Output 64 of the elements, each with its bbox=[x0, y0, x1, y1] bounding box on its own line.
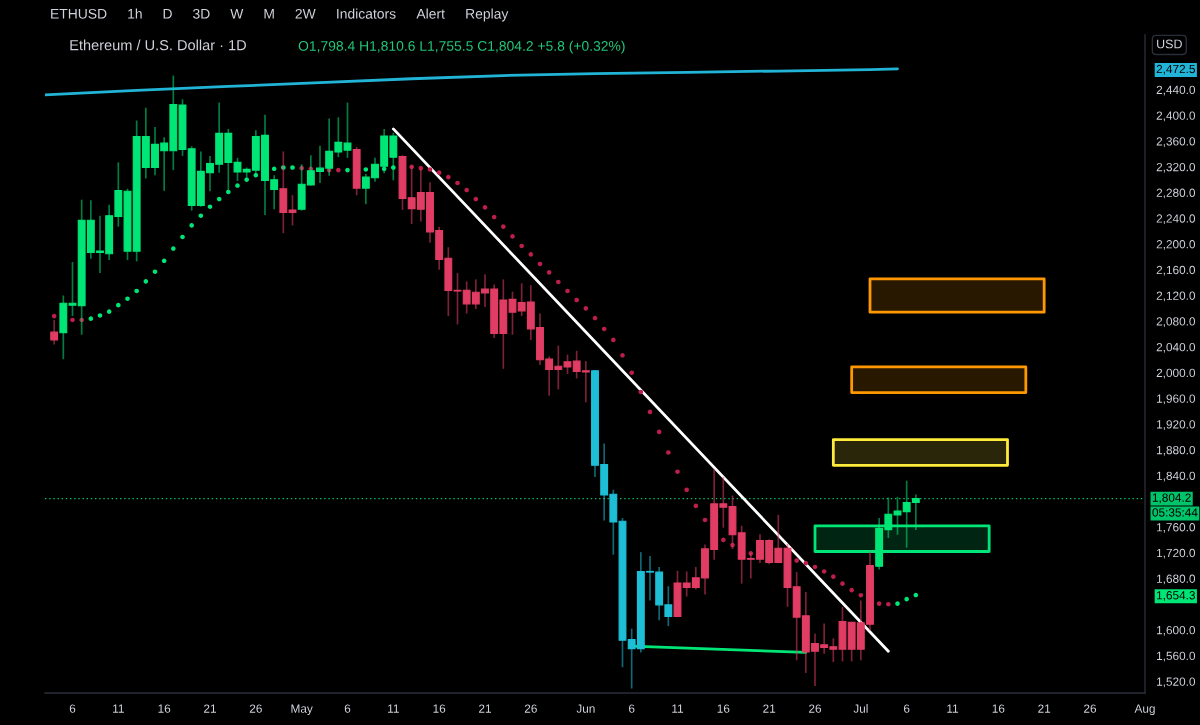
y-tick-label: 1,654.3 bbox=[1157, 591, 1195, 601]
y-tick-label: 2,440.0 bbox=[1156, 85, 1196, 96]
x-tick-label: 26 bbox=[249, 704, 262, 713]
x-tick-label: 11 bbox=[113, 704, 124, 713]
text: W bbox=[230, 9, 244, 19]
x-tick-label: 16 bbox=[433, 704, 446, 713]
text: Replay bbox=[466, 8, 509, 22]
x-tick-label: 26 bbox=[524, 704, 537, 713]
y-tick-label: 1,840.0 bbox=[1157, 471, 1196, 482]
y-tick-label: 1,680.0 bbox=[1157, 574, 1196, 585]
x-tick-label: 16 bbox=[158, 704, 171, 713]
x-tick-label: 6 bbox=[628, 704, 635, 713]
x-tick-label: 6 bbox=[69, 704, 76, 713]
text: 05:35:44 bbox=[1152, 508, 1198, 517]
y-tick-label: 2,160.0 bbox=[1156, 265, 1196, 276]
x-tick-label: 21 bbox=[1038, 704, 1051, 713]
text: ETHUSD bbox=[51, 8, 107, 19]
y-tick-label: 2,200.0 bbox=[1156, 240, 1196, 250]
text: USD bbox=[1157, 39, 1182, 49]
y-tick-label: 1,600.0 bbox=[1157, 626, 1196, 636]
y-tick-label: 2,360.0 bbox=[1156, 137, 1196, 147]
x-tick-label: 26 bbox=[809, 704, 822, 713]
x-tick-label: Jun bbox=[576, 704, 595, 713]
x-tick-label: 26 bbox=[1084, 704, 1097, 713]
x-tick-label: 21 bbox=[204, 704, 216, 713]
y-tick-label: 2,240.0 bbox=[1156, 214, 1196, 225]
y-tick-label: 2,472.5 bbox=[1156, 64, 1195, 75]
x-tick-label: Aug bbox=[1134, 704, 1155, 716]
x-tick-label: 21 bbox=[763, 704, 776, 713]
x-tick-label: 16 bbox=[717, 704, 730, 713]
text: 2W bbox=[295, 8, 316, 19]
x-tick-label: 16 bbox=[992, 704, 1005, 713]
text: Alert bbox=[416, 8, 445, 19]
x-tick-label: 6 bbox=[903, 704, 910, 713]
x-tick-label: 21 bbox=[479, 704, 491, 713]
ref-line-label: 1,804.2 bbox=[1152, 493, 1191, 504]
y-tick-label: 1,520.0 bbox=[1157, 677, 1196, 688]
text: D bbox=[163, 9, 172, 19]
y-tick-label: 2,320.0 bbox=[1156, 162, 1196, 173]
y-tick-label: 2,080.0 bbox=[1156, 317, 1196, 328]
y-tick-label: 1,720.0 bbox=[1157, 548, 1196, 559]
x-tick-label: Jul bbox=[853, 704, 868, 713]
text: M bbox=[264, 9, 274, 19]
x-tick-label: 11 bbox=[672, 704, 684, 713]
y-tick-label: 2,040.0 bbox=[1156, 342, 1196, 353]
y-tick-label: 1,960.0 bbox=[1157, 394, 1196, 405]
x-tick-label: 6 bbox=[344, 704, 351, 713]
y-tick-label: 2,400.0 bbox=[1156, 111, 1196, 122]
y-tick-label: 1,920.0 bbox=[1157, 420, 1196, 430]
text: 3D bbox=[193, 8, 210, 19]
line-series bbox=[45, 67, 899, 97]
y-tick-label: 1,560.0 bbox=[1157, 651, 1196, 662]
y-tick-label: 1,880.0 bbox=[1157, 445, 1196, 456]
x-tick-label: 11 bbox=[388, 704, 399, 713]
x-tick-label: May bbox=[291, 704, 313, 716]
y-tick-label: 1,760.0 bbox=[1157, 523, 1196, 533]
chart-title: Ethereum / U.S. Dollar · 1D bbox=[70, 39, 246, 51]
text: 1h bbox=[128, 8, 142, 19]
x-tick-label: 11 bbox=[947, 704, 959, 713]
y-tick-label: 2,120.0 bbox=[1156, 291, 1196, 302]
annotation: O1,798.4 H1,810.6 L1,755.5 C1,804.2 +5.8 (+0.32%) bbox=[298, 40, 625, 54]
y-tick-label: 2,000.0 bbox=[1156, 368, 1196, 379]
y-tick-label: 2,280.0 bbox=[1156, 188, 1196, 199]
text: Indicators bbox=[337, 8, 396, 19]
